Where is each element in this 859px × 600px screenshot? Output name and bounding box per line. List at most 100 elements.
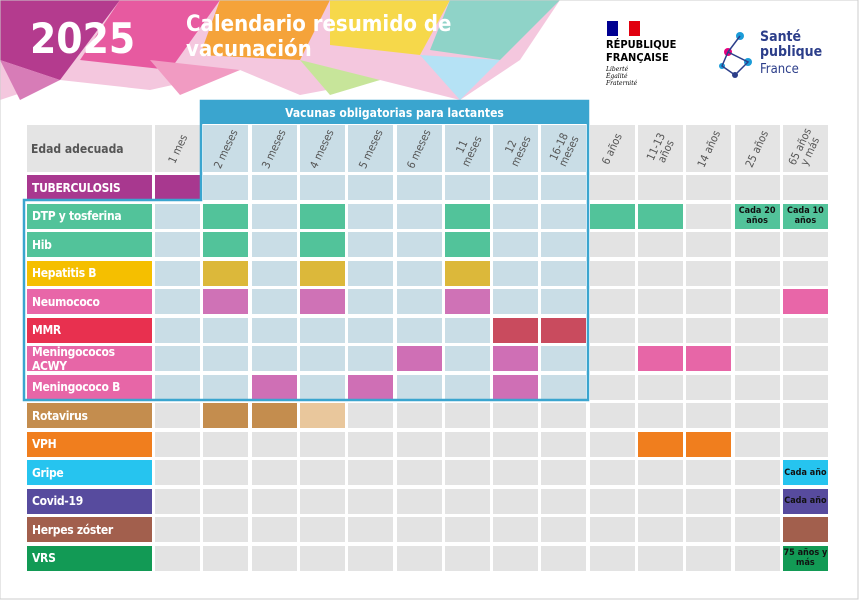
- empty-cell: [541, 232, 587, 257]
- empty-cell: [638, 517, 683, 542]
- dose-cell: [299, 203, 345, 229]
- empty-cell: [155, 232, 200, 257]
- empty-cell: [638, 374, 683, 400]
- age-header: 14 años: [686, 125, 732, 172]
- age-label: 6 años: [599, 130, 626, 167]
- motto: Liberté Égalité Fraternité: [606, 66, 638, 87]
- empty-cell: [444, 517, 490, 542]
- empty-cell: [348, 517, 394, 542]
- empty-cell: [251, 545, 297, 571]
- empty-cell: [348, 431, 394, 457]
- dose-cell: [299, 260, 345, 286]
- empty-cell: [155, 431, 200, 457]
- empty-cell: [493, 232, 539, 257]
- empty-cell: [686, 403, 732, 428]
- dose-cell: [589, 203, 635, 229]
- empty-cell: [251, 488, 297, 514]
- empty-cell: [638, 545, 683, 571]
- empty-cell: [589, 289, 635, 314]
- age-label: 6 meses: [404, 126, 434, 171]
- empty-cell: [251, 517, 297, 542]
- vaccine-label: Herpes zóster: [27, 517, 152, 542]
- empty-cell: [541, 545, 587, 571]
- empty-cell: [251, 431, 297, 457]
- empty-cell: [396, 460, 442, 485]
- empty-cell: [782, 317, 828, 343]
- age-header: 4 meses: [299, 125, 345, 172]
- empty-cell: [348, 203, 394, 229]
- empty-cell: [203, 346, 249, 371]
- dose-cell: [493, 317, 539, 343]
- dose-cell: Cada 10 años: [782, 203, 828, 229]
- dose-cell: Cada año: [782, 488, 828, 514]
- empty-cell: [541, 175, 587, 200]
- empty-cell: [734, 374, 780, 400]
- vaccine-label: Meningococo B: [27, 374, 152, 400]
- dose-cell: [638, 431, 683, 457]
- corner-header: Edad adecuada: [27, 125, 152, 172]
- empty-cell: [348, 260, 394, 286]
- age-header: 1 mes: [155, 125, 200, 172]
- empty-cell: [444, 317, 490, 343]
- age-header: 65 años y más: [782, 125, 828, 172]
- empty-cell: [686, 289, 732, 314]
- dose-cell: [444, 260, 490, 286]
- empty-cell: [444, 175, 490, 200]
- age-header: 2 meses: [203, 125, 249, 172]
- empty-cell: [638, 289, 683, 314]
- empty-cell: [348, 403, 394, 428]
- empty-cell: [686, 517, 732, 542]
- empty-cell: [203, 488, 249, 514]
- vaccine-label: Hepatitis B: [27, 260, 152, 286]
- age-label: 5 meses: [356, 126, 386, 171]
- empty-cell: [589, 431, 635, 457]
- empty-cell: [396, 289, 442, 314]
- empty-cell: [541, 460, 587, 485]
- age-header: 6 años: [589, 125, 635, 172]
- empty-cell: [493, 488, 539, 514]
- empty-cell: [203, 517, 249, 542]
- empty-cell: [734, 232, 780, 257]
- empty-cell: [299, 346, 345, 371]
- empty-cell: [396, 232, 442, 257]
- empty-cell: [493, 175, 539, 200]
- empty-cell: [493, 203, 539, 229]
- dose-cell: [203, 289, 249, 314]
- age-header: 25 años: [734, 125, 780, 172]
- dose-cell: [638, 203, 683, 229]
- empty-cell: [638, 232, 683, 257]
- empty-cell: [782, 403, 828, 428]
- empty-cell: [589, 403, 635, 428]
- empty-cell: [251, 460, 297, 485]
- empty-cell: [444, 374, 490, 400]
- empty-cell: [734, 545, 780, 571]
- empty-cell: [589, 317, 635, 343]
- dose-cell: [299, 232, 345, 257]
- empty-cell: [782, 431, 828, 457]
- empty-cell: [686, 374, 732, 400]
- empty-cell: [299, 460, 345, 485]
- empty-cell: [734, 460, 780, 485]
- empty-cell: [251, 289, 297, 314]
- empty-cell: [686, 175, 732, 200]
- empty-cell: [686, 317, 732, 343]
- dose-cell: [203, 403, 249, 428]
- dose-cell: [299, 403, 345, 428]
- empty-cell: [493, 431, 539, 457]
- empty-cell: [541, 346, 587, 371]
- empty-cell: [686, 203, 732, 229]
- age-label: 16-18 meses: [546, 130, 582, 169]
- dose-cell: [782, 289, 828, 314]
- age-label: 4 meses: [307, 126, 338, 171]
- vaccine-label: Neumococo: [27, 289, 152, 314]
- empty-cell: [493, 289, 539, 314]
- age-label: 3 meses: [259, 126, 289, 171]
- empty-cell: [734, 488, 780, 514]
- empty-cell: [493, 545, 539, 571]
- dose-cell: [444, 289, 490, 314]
- dose-cell: [782, 517, 828, 542]
- empty-cell: [541, 403, 587, 428]
- empty-cell: [444, 403, 490, 428]
- dose-cell: Cada 20 años: [734, 203, 780, 229]
